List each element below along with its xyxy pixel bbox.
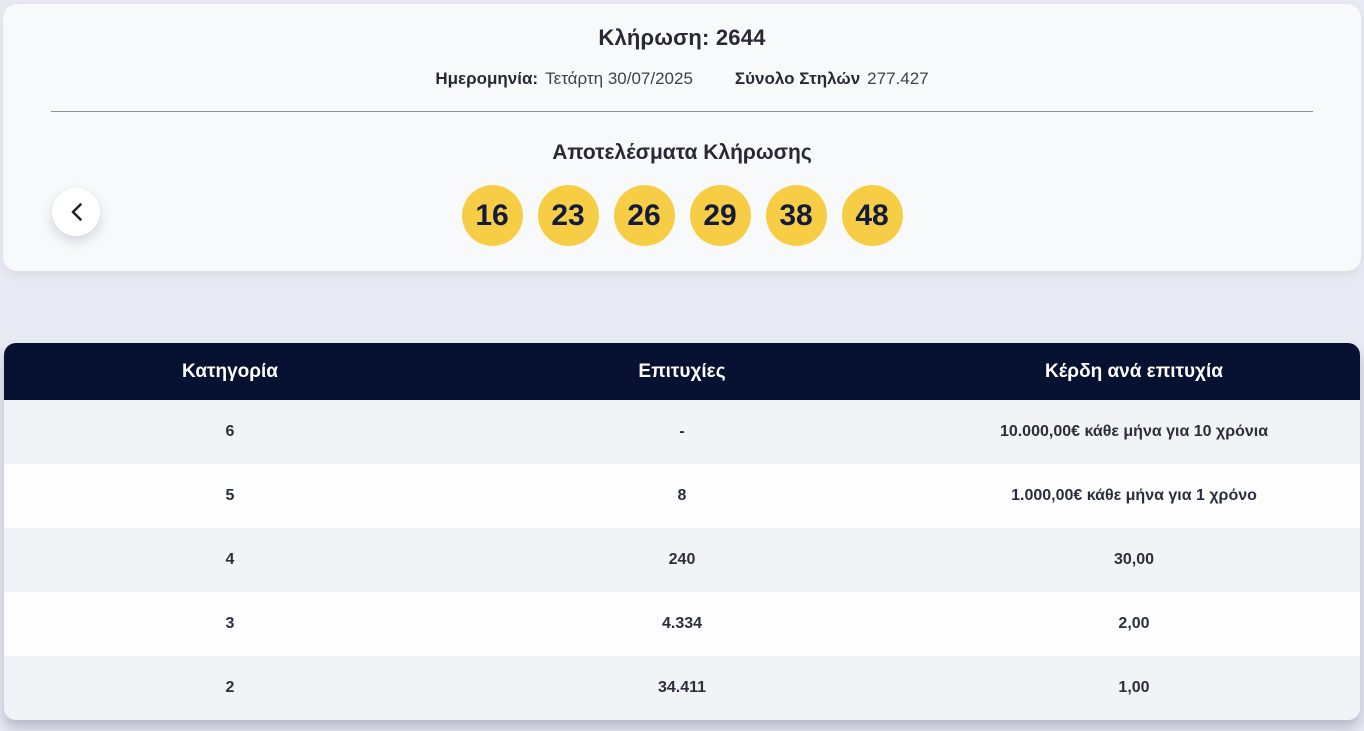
category-cell: 6 (225, 423, 235, 440)
drawn-number-ball: 16 (461, 185, 523, 246)
draw-date: Ημερομηνία: Τετάρτη 30/07/2025 (435, 69, 693, 89)
previous-draw-button[interactable] (52, 188, 100, 236)
draw-date-label: Ημερομηνία: (435, 69, 539, 88)
card-divider (51, 111, 1313, 112)
drawn-number-ball: 23 (537, 185, 599, 246)
draw-info-card: Κλήρωση: 2644 Ημερομηνία: Τετάρτη 30/07/2… (3, 4, 1361, 271)
table-row: 2 34.411 1,00 (4, 656, 1360, 720)
draw-meta-row: Ημερομηνία: Τετάρτη 30/07/2025 Σύνολο Στη… (3, 69, 1361, 89)
winnings-table: Κατηγορία Επιτυχίες Κέρδη ανά επιτυχία 6… (4, 343, 1360, 720)
drawn-numbers-row: 16 23 26 29 38 48 (3, 185, 1361, 246)
column-header-hits: Επιτυχίες (638, 360, 726, 382)
prize-cell: 10.000,00€ κάθε μήνα για 10 χρόνια (999, 423, 1269, 440)
hits-cell: 34.411 (657, 679, 707, 696)
drawn-number-ball: 38 (765, 185, 827, 246)
table-row: 4 240 30,00 (4, 528, 1360, 592)
draw-date-value: Τετάρτη 30/07/2025 (545, 69, 693, 88)
category-cell: 3 (225, 615, 235, 632)
hits-cell: - (679, 423, 685, 440)
prize-cell: 1,00 (1118, 679, 1150, 696)
winnings-table-header: Κατηγορία Επιτυχίες Κέρδη ανά επιτυχία (4, 343, 1360, 400)
column-header-prize: Κέρδη ανά επιτυχία (1045, 360, 1223, 382)
column-header-category: Κατηγορία (182, 360, 278, 382)
prize-cell: 1.000,00€ κάθε μήνα για 1 χρόνο (1011, 487, 1257, 504)
category-cell: 5 (225, 487, 235, 504)
hits-cell: 240 (668, 551, 696, 568)
table-row: 5 8 1.000,00€ κάθε μήνα για 1 χρόνο (4, 464, 1360, 528)
draw-title: Κλήρωση: 2644 (598, 25, 766, 50)
category-cell: 2 (225, 679, 235, 696)
prize-cell: 2,00 (1118, 615, 1150, 632)
drawn-number-ball: 26 (613, 185, 675, 246)
table-row: 3 4.334 2,00 (4, 592, 1360, 656)
total-columns: Σύνολο Στηλών 277.427 (735, 69, 929, 89)
table-row: 6 - 10.000,00€ κάθε μήνα για 10 χρόνια (4, 400, 1360, 464)
prize-cell: 30,00 (1113, 551, 1155, 568)
category-cell: 4 (225, 551, 235, 568)
hits-cell: 8 (677, 487, 687, 504)
total-columns-value: 277.427 (867, 69, 929, 88)
chevron-left-icon (71, 203, 82, 221)
total-columns-label: Σύνολο Στηλών (734, 69, 861, 88)
draw-results-title: Αποτελέσματα Κλήρωσης (552, 141, 812, 164)
drawn-number-ball: 29 (689, 185, 751, 246)
hits-cell: 4.334 (661, 615, 703, 632)
drawn-number-ball: 48 (841, 185, 903, 246)
